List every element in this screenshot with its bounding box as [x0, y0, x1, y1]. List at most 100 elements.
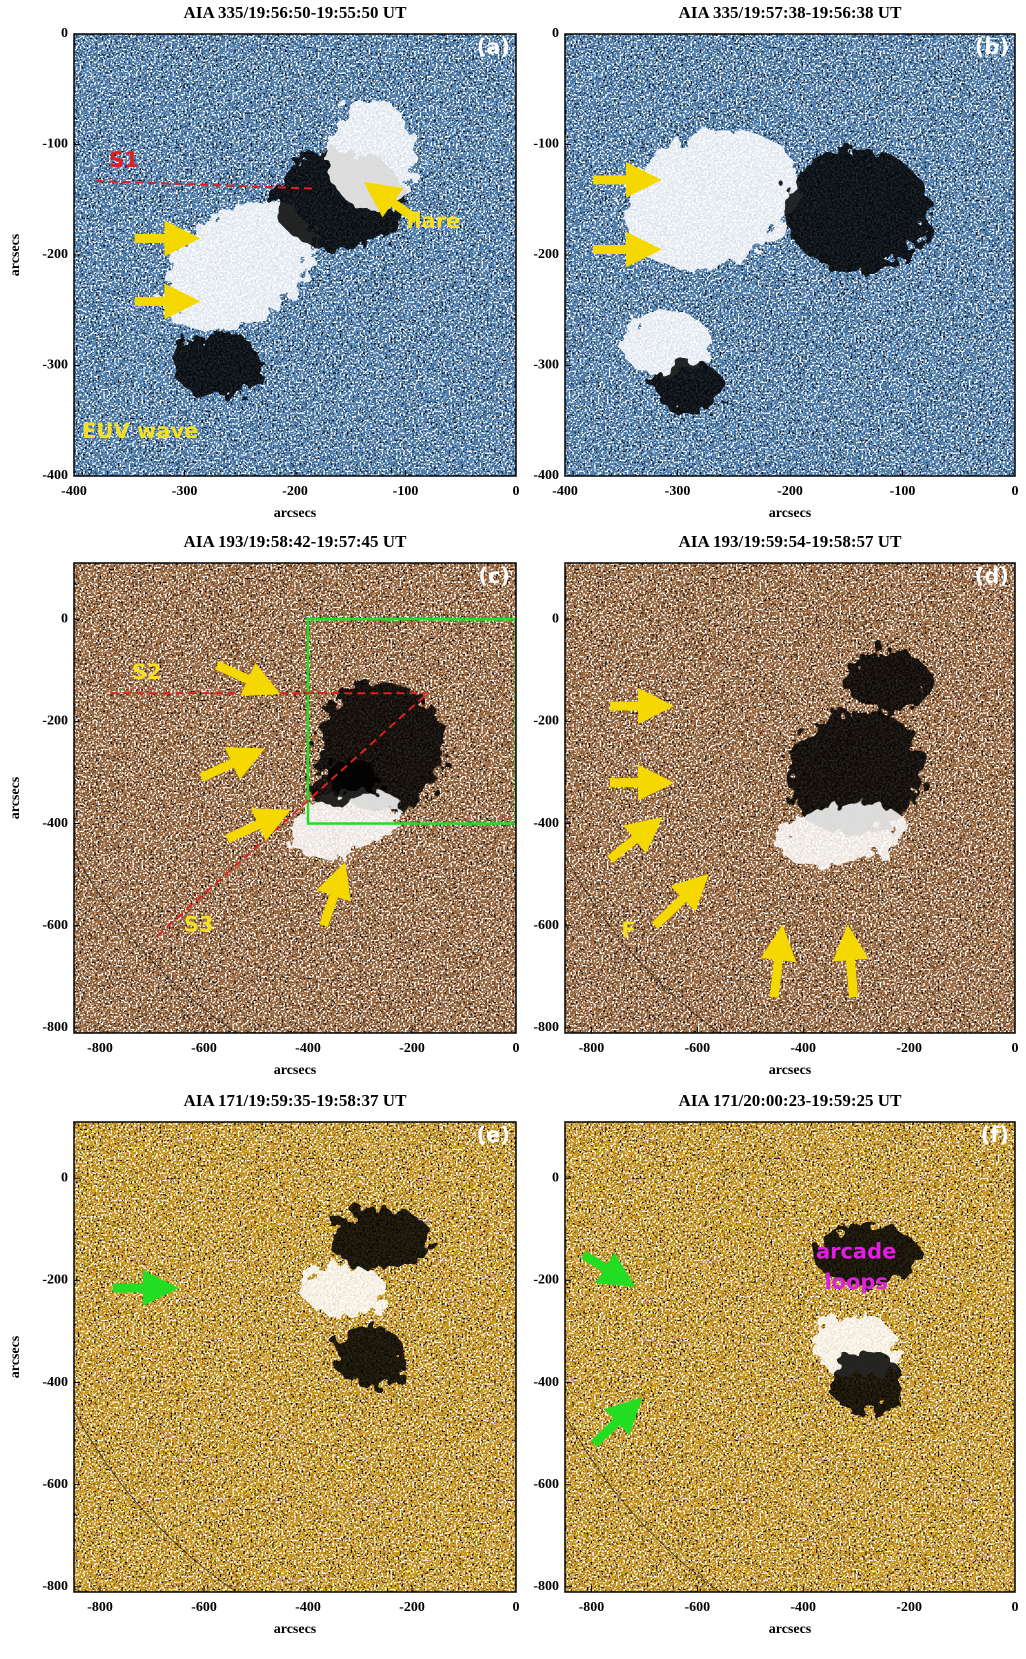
- x-tick-label: 0: [1012, 1041, 1019, 1056]
- feature: [329, 1209, 433, 1270]
- y-tick-label: -200: [533, 247, 559, 262]
- y-tick-label: -400: [533, 816, 559, 831]
- y-tick-label: -400: [42, 468, 68, 483]
- x-tick-label: -100: [890, 484, 916, 499]
- y-tick-label: -800: [42, 1020, 68, 1035]
- x-tick-label: -600: [685, 1600, 711, 1615]
- x-tick-label: -200: [777, 484, 803, 499]
- x-axis-label: arcsecs: [769, 506, 812, 521]
- panel-label: (b): [975, 35, 1009, 59]
- annotation: S2: [132, 660, 162, 684]
- y-tick-label: -400: [42, 1375, 68, 1390]
- y-tick-label: -400: [533, 1375, 559, 1390]
- x-tick-label: -400: [295, 1041, 321, 1056]
- x-axis-label: arcsecs: [769, 1063, 812, 1078]
- x-tick-label: 0: [1012, 484, 1019, 499]
- x-tick-label: -200: [896, 1600, 922, 1615]
- panel: (b) AIA 335/19:57:38-19:56:38 UT -400 -300 -…: [533, 3, 1018, 521]
- x-axis-label: arcsecs: [769, 1622, 812, 1637]
- x-tick-label: -800: [87, 1600, 113, 1615]
- y-tick-label: -300: [533, 358, 559, 373]
- x-tick-label: -800: [87, 1041, 113, 1056]
- arrow: [850, 951, 854, 997]
- x-tick-label: -300: [172, 484, 198, 499]
- y-tick-label: 0: [552, 611, 559, 626]
- y-axis-label: arcsecs: [8, 233, 23, 276]
- x-tick-label: -200: [399, 1041, 425, 1056]
- y-tick-label: -300: [42, 358, 68, 373]
- x-tick-label: 0: [1012, 1600, 1019, 1615]
- y-tick-label: -600: [42, 918, 68, 933]
- x-tick-label: -400: [61, 484, 87, 499]
- y-tick-label: -200: [533, 714, 559, 729]
- panel-label: (a): [477, 35, 510, 59]
- x-tick-label: -200: [399, 1600, 425, 1615]
- x-tick-label: -200: [282, 484, 308, 499]
- y-tick-label: 0: [61, 1170, 68, 1185]
- y-tick-label: -800: [533, 1020, 559, 1035]
- x-tick-label: -400: [552, 484, 578, 499]
- panel: S1 flare EUV wave (a) AIA 335/19:56:50-19:55…: [8, 3, 519, 521]
- y-tick-label: -200: [42, 247, 68, 262]
- y-tick-label: -600: [533, 1477, 559, 1492]
- panel-label: (e): [477, 1123, 510, 1147]
- y-tick-label: 0: [552, 1170, 559, 1185]
- panel-label: (c): [478, 564, 510, 588]
- panel-title: AIA 171/19:59:35-19:58:37 UT: [184, 1091, 408, 1110]
- y-tick-label: -600: [42, 1477, 68, 1492]
- y-tick-label: -100: [42, 137, 68, 152]
- x-tick-label: -400: [790, 1041, 816, 1056]
- x-tick-label: -800: [579, 1041, 605, 1056]
- x-tick-label: 0: [513, 1600, 520, 1615]
- y-tick-label: -200: [42, 714, 68, 729]
- y-tick-label: -100: [533, 137, 559, 152]
- panel-title: AIA 335/19:57:38-19:56:38 UT: [679, 3, 903, 22]
- y-tick-label: -800: [533, 1579, 559, 1594]
- x-tick-label: -100: [393, 484, 419, 499]
- y-tick-label: -400: [533, 468, 559, 483]
- y-tick-label: -200: [42, 1273, 68, 1288]
- feature: [328, 100, 416, 211]
- annotation: S3: [184, 913, 214, 937]
- x-axis-label: arcsecs: [274, 1063, 317, 1078]
- panel-title: AIA 193/19:58:42-19:57:45 UT: [184, 532, 408, 551]
- panel-title: AIA 335/19:56:50-19:55:50 UT: [184, 3, 408, 22]
- noise-light: [565, 34, 1015, 476]
- y-axis-label: arcsecs: [8, 1335, 23, 1378]
- panel-label: (f): [981, 1123, 1009, 1147]
- x-tick-label: -200: [896, 1041, 922, 1056]
- panel-label: (d): [975, 564, 1009, 588]
- noise-light: [74, 1122, 516, 1592]
- annotation: arcade: [816, 1239, 896, 1263]
- feature: [303, 1265, 386, 1316]
- feature: [830, 1352, 904, 1413]
- annotation: flare: [406, 209, 460, 233]
- noise-light: [74, 563, 516, 1033]
- x-axis-label: arcsecs: [274, 506, 317, 521]
- figure: S1 flare EUV wave (a) AIA 335/19:56:50-19:55…: [0, 0, 1026, 1659]
- x-axis-label: arcsecs: [274, 1622, 317, 1637]
- annotation: EUV wave: [82, 419, 198, 443]
- y-tick-label: 0: [61, 26, 68, 41]
- x-tick-label: -400: [790, 1600, 816, 1615]
- x-tick-label: -600: [191, 1600, 217, 1615]
- x-tick-label: 0: [513, 1041, 520, 1056]
- noise-light: [565, 563, 1015, 1033]
- noise-light: [565, 1122, 1015, 1592]
- x-tick-label: -600: [191, 1041, 217, 1056]
- x-tick-label: -600: [685, 1041, 711, 1056]
- x-tick-label: -800: [579, 1600, 605, 1615]
- annotation: loops: [824, 1270, 888, 1294]
- y-tick-label: -600: [533, 918, 559, 933]
- x-tick-label: -300: [665, 484, 691, 499]
- y-axis-label: arcsecs: [8, 776, 23, 819]
- feature: [334, 1326, 407, 1387]
- feature: [173, 332, 261, 398]
- y-tick-label: -200: [533, 1273, 559, 1288]
- y-tick-label: 0: [552, 26, 559, 41]
- y-tick-label: 0: [61, 611, 68, 626]
- feature: [846, 650, 931, 711]
- y-tick-label: -400: [42, 816, 68, 831]
- arrow: [774, 951, 779, 997]
- annotation: S1: [109, 148, 139, 172]
